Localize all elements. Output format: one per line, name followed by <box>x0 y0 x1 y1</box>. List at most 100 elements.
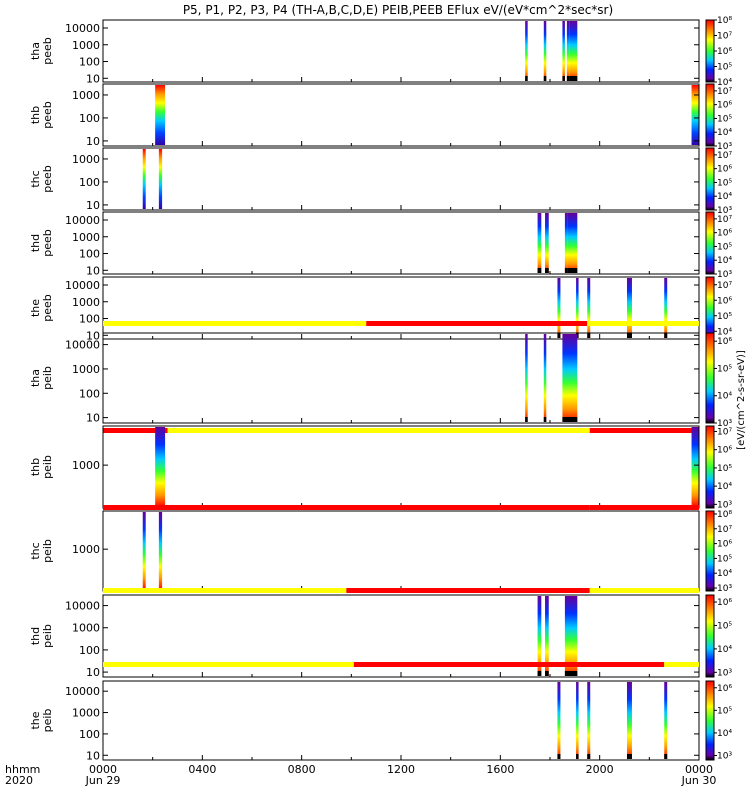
mode-bar-segment <box>167 428 590 433</box>
mode-bar-segment <box>589 505 699 510</box>
colorbar-tick-label: 10⁵ <box>717 706 732 716</box>
colorbar-tick-label: 10⁶ <box>717 101 732 111</box>
colorbar-tick-label: 10⁵ <box>717 178 732 188</box>
spectrogram-segment <box>545 596 549 676</box>
spectrogram-segment <box>537 596 542 676</box>
y-tick-label: 10000 <box>65 339 100 352</box>
colorbar-tick-label: 10⁷ <box>717 215 732 225</box>
y-tick-label: 1000 <box>72 707 100 720</box>
y-tick-label: 100 <box>79 112 100 125</box>
mode-bar-segment <box>589 588 699 593</box>
mode-bar-segment <box>103 321 367 326</box>
panel-label: thcpeib <box>29 539 54 563</box>
y-tick-label: 1000 <box>72 363 100 376</box>
mode-bar-segment <box>366 321 588 326</box>
panel-label-line: peeb <box>41 101 54 129</box>
panel-label: thapeeb <box>29 37 54 65</box>
panel-label-line: peib <box>41 624 54 648</box>
spectrogram-segment <box>155 85 166 145</box>
colorbar-tick-label: 10⁴ <box>717 729 732 739</box>
mode-bar-segment <box>587 321 699 326</box>
panel-label: thdpeeb <box>29 229 54 257</box>
figure-title: P5, P1, P2, P3, P4 (TH-A,B,C,D,E) PEIB,P… <box>183 3 613 17</box>
y-tick-label: 1000 <box>72 543 100 556</box>
spectrogram-segment <box>576 682 579 759</box>
low-energy-marker <box>626 333 632 338</box>
colorbar <box>705 594 715 678</box>
colorbar <box>705 276 715 340</box>
low-energy-marker <box>564 671 578 676</box>
low-energy-marker <box>557 333 561 338</box>
spectrogram-segment <box>525 21 528 81</box>
y-tick-label: 10 <box>86 135 100 148</box>
spectrogram-segment <box>569 21 578 81</box>
colorbar-tick-label: 10⁶ <box>717 165 732 175</box>
panel-label-line: peeb <box>41 37 54 65</box>
y-tick-label: 10000 <box>65 685 100 698</box>
colorbar-tick-label: 10⁷ <box>717 427 732 437</box>
low-energy-marker <box>562 417 578 422</box>
colorbar-tick-label: 10⁴ <box>717 569 732 579</box>
panel-frame <box>102 276 700 340</box>
panel-label-line: the <box>29 299 42 317</box>
spectrogram-segment <box>587 278 591 338</box>
panel-the-peeb: 10 100 1000 10000 thepeeb 10⁴ 10⁵ 10⁶ 10⁷ <box>29 276 732 342</box>
colorbar-tick-label: 10⁵ <box>717 312 732 322</box>
colorbar-tick-label: 10⁶ <box>717 684 732 694</box>
colorbar-tick-label: 10⁵ <box>717 364 732 374</box>
low-energy-marker <box>525 417 528 422</box>
y-tick-label: 10 <box>86 264 100 277</box>
panel-thb-peeb: 10 100 1000 thbpeeb 10³ 10⁴ 10⁵ 10⁶ 10⁷ <box>29 83 732 152</box>
spectrogram-segment <box>545 213 549 273</box>
colorbar-tick-label: 10⁴ <box>717 482 732 492</box>
low-energy-marker <box>543 76 547 81</box>
spectrogram-segment <box>564 213 568 273</box>
panel-label-line: tha <box>29 369 42 387</box>
spectrogram-segment <box>557 278 561 338</box>
y-tick-label: 100 <box>79 644 100 657</box>
colorbar-tick-label: 10⁶ <box>717 229 732 239</box>
colorbar-tick-label: 10⁴ <box>717 78 732 88</box>
panel-label-line: peeb <box>41 294 54 322</box>
low-energy-marker <box>564 268 568 273</box>
colorbar-tick-label: 10⁶ <box>717 296 732 306</box>
low-energy-marker <box>545 671 549 676</box>
low-energy-marker <box>587 754 591 759</box>
x-tick-label: 1200 <box>387 763 415 776</box>
y-tick-label: 10 <box>86 199 100 212</box>
colorbar <box>705 510 715 592</box>
spectrogram-segment <box>566 21 570 81</box>
x-date-label: Jun 30 <box>681 774 717 787</box>
x-row-label: hhmm <box>5 763 40 776</box>
y-tick-label: 10 <box>86 412 100 425</box>
y-tick-label: 10 <box>86 329 100 342</box>
panel-label: thepeeb <box>29 294 54 322</box>
colorbar-tick-label: 10³ <box>717 270 732 280</box>
mode-bar-segment <box>353 662 665 667</box>
colorbar <box>705 680 715 761</box>
panel-label-line: thb <box>29 458 42 476</box>
colorbar-tick-label: 10⁸ <box>717 16 732 26</box>
low-energy-marker <box>576 754 579 759</box>
colorbar-tick-label: 10⁴ <box>717 327 732 337</box>
panel-tha-peeb: 10 100 1000 10000 thapeeb 10⁴ 10⁵ 10⁶ 10⁷ 10⁸ <box>29 16 732 88</box>
colorbar-tick-label: 10³ <box>717 584 732 594</box>
panel-frame <box>102 147 700 211</box>
y-tick-label: 100 <box>79 728 100 741</box>
x-tick-label: 0000 <box>685 763 713 776</box>
colorbar <box>705 147 715 211</box>
low-energy-marker <box>562 76 565 81</box>
colorbar-tick-label: 10⁷ <box>717 87 732 97</box>
spectrogram-segment <box>537 213 542 273</box>
spectrogram-segment <box>525 334 528 422</box>
panel-the-peib: 10 100 1000 10000 thepeib 10³ 10⁴ 10⁵ 10⁶ <box>29 662 732 762</box>
colorbar <box>705 83 715 147</box>
panel-tha-peib: 10 100 1000 10000 thapeib 10³ 10⁴ 10⁵ 10⁶ <box>29 321 732 429</box>
x-tick-label: 0000 <box>89 763 117 776</box>
colorbar-tick-label: 10⁵ <box>717 114 732 124</box>
y-tick-label: 10000 <box>65 22 100 35</box>
spectrogram-segment <box>562 21 565 81</box>
spectrogram-segment <box>691 427 699 507</box>
panel-frame <box>102 510 700 592</box>
